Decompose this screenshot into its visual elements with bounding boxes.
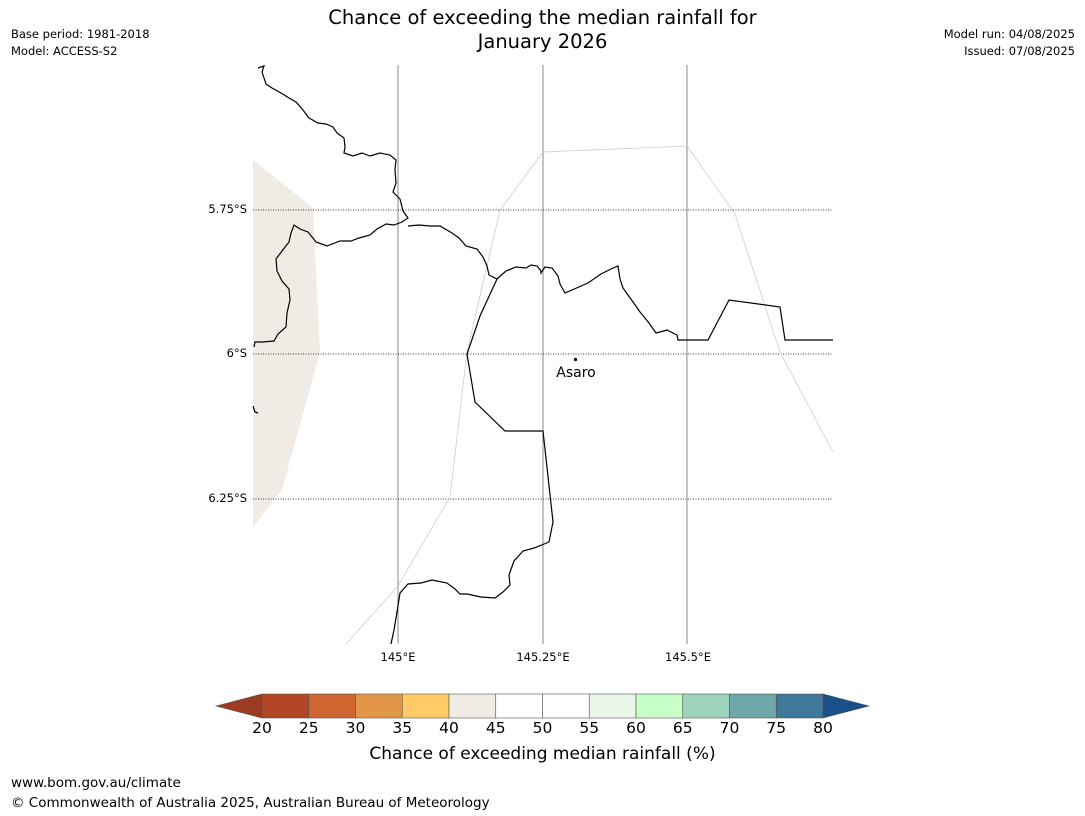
- colorbar-segment: [495, 693, 543, 719]
- footer-url: www.bom.gov.au/climate: [11, 775, 181, 791]
- colorbar-segment: [355, 693, 403, 719]
- grid-cell-outline: [345, 145, 834, 645]
- lon-label-145: 145°E: [380, 650, 416, 664]
- colorbar: [214, 693, 871, 719]
- model-info: Base period: 1981-2018 Model: ACCESS-S2: [11, 26, 150, 60]
- province-boundary-north: [253, 65, 409, 348]
- lon-label-145.25: 145.25°E: [516, 650, 570, 664]
- model-run-text: Model run: 04/08/2025: [943, 27, 1075, 41]
- colorbar-segment: [261, 693, 310, 719]
- model-text: Model: ACCESS-S2: [11, 44, 118, 58]
- footer-copyright: © Commonwealth of Australia 2025, Austra…: [11, 795, 490, 811]
- colorbar-tick-label: 50: [532, 719, 553, 737]
- colorbar-tick-label: 25: [298, 719, 319, 737]
- map-title-line1: Chance of exceeding the median rainfall …: [328, 6, 757, 29]
- colorbar-segment: [448, 693, 497, 719]
- colorbar-segment: [542, 693, 590, 719]
- lon-label-145.5: 145.5°E: [665, 650, 711, 664]
- colorbar-tick-label: 75: [766, 719, 787, 737]
- lat-label-5.75: 5.75°S: [208, 202, 247, 216]
- colorbar-segment: [588, 693, 637, 719]
- colorbar-tick-label: 70: [719, 719, 740, 737]
- issued-text: Issued: 07/08/2025: [964, 44, 1075, 58]
- map-panel: [252, 65, 834, 645]
- province-boundary-east: [407, 224, 833, 341]
- colorbar-tick-label: 55: [579, 719, 600, 737]
- colorbar-tick-label: 65: [672, 719, 693, 737]
- colorbar-segment: [308, 693, 356, 719]
- colorbar-tick-label: 40: [439, 719, 459, 737]
- colorbar-segment: [682, 693, 730, 719]
- colorbar-segment: [775, 693, 824, 719]
- colorbar-tick-label: 60: [626, 719, 646, 737]
- colorbar-tick-label: 35: [392, 719, 413, 737]
- base-period-text: Base period: 1981-2018: [11, 27, 150, 41]
- town-label-asaro: Asaro: [556, 365, 596, 381]
- colorbar-segment: [635, 693, 684, 719]
- colorbar-tick-label: 20: [252, 719, 272, 737]
- colorbar-segments: [261, 693, 824, 719]
- colorbar-tick-label: 30: [345, 719, 366, 737]
- colorbar-over-triangle: [822, 693, 871, 719]
- province-boundary-south: [390, 278, 554, 645]
- colorbar-title: Chance of exceeding median rainfall (%): [369, 744, 716, 764]
- colorbar-segment: [401, 693, 450, 719]
- asaro-marker: [573, 357, 578, 362]
- colorbar-tick-label: 80: [813, 719, 833, 737]
- run-info: Model run: 04/08/2025 Issued: 07/08/2025: [944, 26, 1075, 60]
- lat-label-6.25: 6.25°S: [208, 491, 247, 505]
- map-title-line2: January 2026: [477, 30, 608, 53]
- map-title: Chance of exceeding the median rainfall …: [0, 6, 1085, 54]
- shaded-forecast-zone: [253, 160, 320, 527]
- colorbar-segment: [729, 693, 777, 719]
- colorbar-tick-label: 45: [485, 719, 506, 737]
- province-boundary-west-fragment: [252, 405, 259, 414]
- colorbar-under-triangle: [214, 693, 263, 719]
- lat-label-6: 6°S: [226, 346, 247, 360]
